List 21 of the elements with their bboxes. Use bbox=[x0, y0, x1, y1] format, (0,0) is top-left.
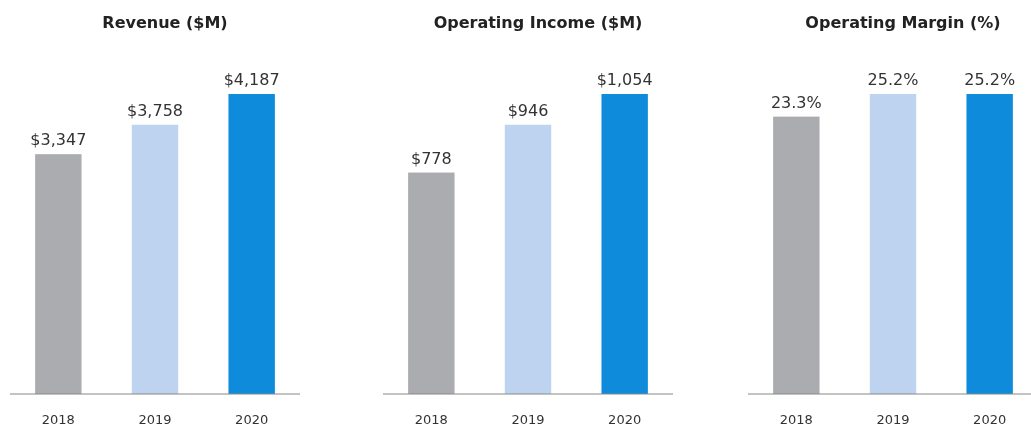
data-label: $3,347 bbox=[30, 130, 87, 150]
x-tick-label: 2018 bbox=[779, 412, 813, 426]
x-tick-label: 2019 bbox=[876, 412, 910, 426]
x-tick-label: 2018 bbox=[41, 412, 75, 426]
data-label: $4,187 bbox=[223, 70, 280, 89]
data-label: $3,758 bbox=[127, 100, 183, 120]
chart-title: Operating Margin (%) bbox=[805, 13, 1001, 32]
x-tick-label: 2020 bbox=[608, 412, 642, 426]
data-label: $946 bbox=[507, 100, 549, 120]
data-label: $1,054 bbox=[596, 70, 653, 89]
x-tick-label: 2020 bbox=[235, 412, 269, 426]
x-tick-label: 2020 bbox=[973, 412, 1007, 426]
x-tick-label: 2018 bbox=[414, 412, 448, 426]
data-label: $778 bbox=[410, 148, 452, 168]
x-tick-label: 2019 bbox=[138, 412, 172, 426]
data-label: 25.2% bbox=[964, 70, 1016, 89]
chart-title: Operating Income ($M) bbox=[433, 13, 643, 32]
chart-title: Revenue ($M) bbox=[102, 13, 228, 32]
x-tick-label: 2019 bbox=[511, 412, 545, 426]
data-label: 23.3% bbox=[770, 92, 822, 112]
data-label: 25.2% bbox=[867, 70, 919, 89]
